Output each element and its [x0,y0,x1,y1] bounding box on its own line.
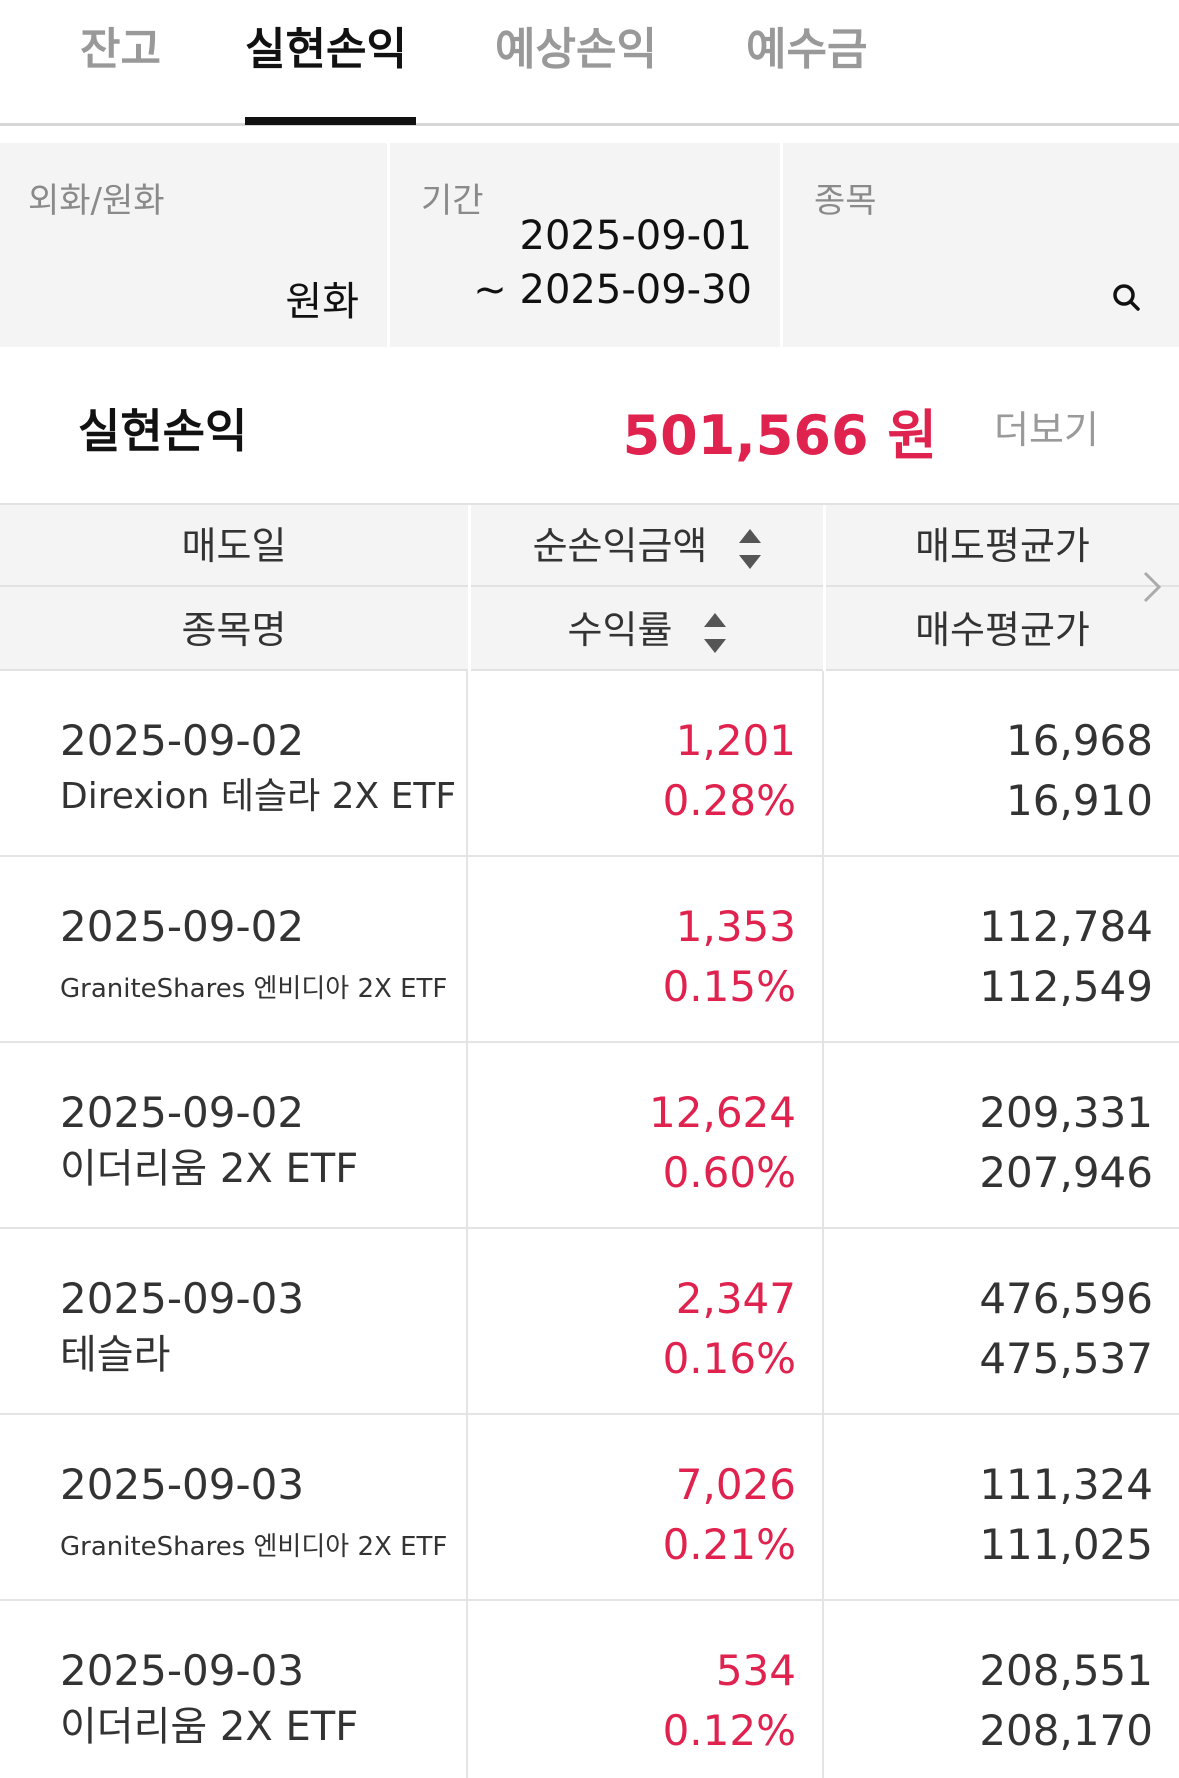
tab-balance[interactable]: 잔고 [80,24,161,75]
header-stock-name: 종목명 [181,608,287,652]
sell-avg-price: 476,596 [979,1274,1153,1323]
sell-date: 2025-09-02 [60,902,305,951]
return-rate: 0.60% [662,1148,796,1197]
cell-profit: 2,347 0.16% [469,1229,824,1413]
cell-date-name: 2025-09-02 Direxion 테슬라 2X ETF [0,671,468,855]
table-row[interactable]: 2025-09-02 이더리움 2X ETF 12,624 0.60% 209,… [0,1043,1179,1229]
net-profit: 2,347 [675,1274,796,1323]
tab-expected-pnl[interactable]: 예상손익 [495,24,657,75]
table-row[interactable]: 2025-09-03 GraniteShares 엔비디아 2X ETF 7,0… [0,1415,1179,1601]
net-profit: 1,353 [675,902,796,951]
cell-avg-price: 16,968 16,910 [825,671,1179,855]
cell-profit: 534 0.12% [469,1601,824,1778]
pnl-table-body: 2025-09-02 Direxion 테슬라 2X ETF 1,201 0.2… [0,671,1179,1778]
cell-date-name: 2025-09-02 이더리움 2X ETF [0,1043,468,1227]
currency-filter-value: 원화 [285,279,359,325]
tab-bar: 잔고 실현손익 예상손익 예수금 [0,0,1179,126]
sell-avg-price: 208,551 [979,1646,1153,1695]
header-buy-avg: 매수평균가 [915,608,1090,652]
buy-avg-price: 208,170 [979,1706,1153,1755]
column-divider [823,505,826,673]
sell-date: 2025-09-03 [60,1646,305,1695]
return-rate: 0.21% [662,1520,796,1569]
realized-pnl-summary: 실현손익 501,566 원 더보기 [0,347,1179,503]
return-rate: 0.12% [662,1706,796,1755]
cell-profit: 1,353 0.15% [469,857,824,1041]
table-row[interactable]: 2025-09-02 Direxion 테슬라 2X ETF 1,201 0.2… [0,671,1179,857]
header-row-2: 종목명 수익률 매수평균가 [0,589,1179,671]
net-profit: 534 [715,1646,796,1695]
chevron-right-icon[interactable] [1139,567,1165,607]
net-profit: 7,026 [675,1460,796,1509]
stock-name: 테슬라 [60,1332,171,1378]
sell-date: 2025-09-03 [60,1460,305,1509]
cell-avg-price: 209,331 207,946 [825,1043,1179,1227]
summary-title: 실현손익 [78,404,248,458]
sell-date: 2025-09-02 [60,1088,305,1137]
cell-date-name: 2025-09-02 GraniteShares 엔비디아 2X ETF [0,857,468,1041]
cell-avg-price: 208,551 208,170 [825,1601,1179,1778]
stock-name: 이더리움 2X ETF [60,1704,359,1750]
sell-avg-price: 209,331 [979,1088,1153,1137]
sort-icon[interactable] [739,528,762,569]
filter-bar: 외화/원화 원화 기간 2025-09-01 ~ 2025-09-30 종목 [0,143,1179,347]
stock-name: 이더리움 2X ETF [60,1146,359,1192]
sell-date: 2025-09-03 [60,1274,305,1323]
buy-avg-price: 207,946 [979,1148,1153,1197]
sell-avg-price: 112,784 [979,902,1153,951]
period-filter[interactable]: 기간 2025-09-01 ~ 2025-09-30 [393,143,783,347]
return-rate: 0.16% [662,1334,796,1383]
stock-filter-label: 종목 [814,181,877,221]
column-divider [468,505,471,673]
net-profit: 1,201 [675,716,796,765]
buy-avg-price: 475,537 [979,1334,1153,1383]
sell-avg-price: 16,968 [1006,716,1153,765]
tab-deposit[interactable]: 예수금 [746,24,868,75]
sort-icon[interactable] [704,612,727,653]
cell-avg-price: 111,324 111,025 [825,1415,1179,1599]
table-row[interactable]: 2025-09-03 테슬라 2,347 0.16% 476,596 475,5… [0,1229,1179,1415]
cell-profit: 1,201 0.28% [469,671,824,855]
header-sell-date: 매도일 [181,524,287,568]
return-rate: 0.28% [662,776,796,825]
stock-name: GraniteShares 엔비디아 2X ETF [60,1532,448,1562]
search-icon[interactable] [1107,278,1147,318]
cell-profit: 12,624 0.60% [469,1043,824,1227]
cell-profit: 7,026 0.21% [469,1415,824,1599]
stock-filter[interactable]: 종목 [786,143,1179,347]
stock-name: GraniteShares 엔비디아 2X ETF [60,974,448,1004]
stock-name: Direxion 테슬라 2X ETF [60,776,457,817]
buy-avg-price: 111,025 [979,1520,1153,1569]
buy-avg-price: 112,549 [979,962,1153,1011]
cell-date-name: 2025-09-03 테슬라 [0,1229,468,1413]
cell-avg-price: 112,784 112,549 [825,857,1179,1041]
table-row[interactable]: 2025-09-02 GraniteShares 엔비디아 2X ETF 1,3… [0,857,1179,1043]
net-profit: 12,624 [649,1088,796,1137]
more-link[interactable]: 더보기 [994,408,1099,452]
period-end-date: ~ 2025-09-30 [473,267,752,313]
currency-filter-label: 외화/원화 [28,181,165,221]
table-header: 매도일 순손익금액 매도평균가 종목명 수익률 매수평균가 [0,503,1179,673]
return-rate: 0.15% [662,962,796,1011]
period-start-date: 2025-09-01 [519,213,752,259]
header-sell-avg: 매도평균가 [915,524,1090,568]
tab-realized-pnl[interactable]: 실현손익 [245,24,407,75]
cell-avg-price: 476,596 475,537 [825,1229,1179,1413]
header-return-rate[interactable]: 수익률 [471,589,823,671]
table-row[interactable]: 2025-09-03 이더리움 2X ETF 534 0.12% 208,551… [0,1601,1179,1778]
period-filter-label: 기간 [421,181,484,221]
sell-date: 2025-09-02 [60,716,305,765]
sell-avg-price: 111,324 [979,1460,1153,1509]
active-tab-indicator [245,117,416,125]
header-row-1: 매도일 순손익금액 매도평균가 [0,505,1179,587]
cell-date-name: 2025-09-03 GraniteShares 엔비디아 2X ETF [0,1415,468,1599]
header-net-profit[interactable]: 순손익금액 [471,505,823,587]
currency-filter[interactable]: 외화/원화 원화 [0,143,390,347]
summary-amount: 501,566 원 [622,404,937,467]
cell-date-name: 2025-09-03 이더리움 2X ETF [0,1601,468,1778]
buy-avg-price: 16,910 [1006,776,1153,825]
